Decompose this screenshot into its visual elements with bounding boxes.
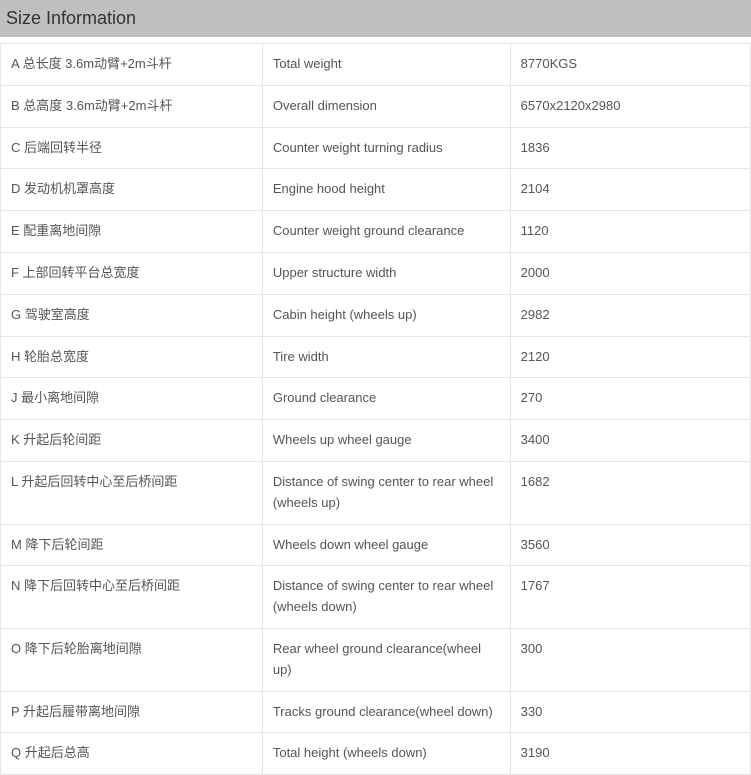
cell-value: 1120 [511,211,751,253]
cell-label-cn: A 总长度 3.6m动臂+2m斗杆 [0,43,263,86]
cell-label-cn: F 上部回转平台总宽度 [0,253,263,295]
table-body: A 总长度 3.6m动臂+2m斗杆Total weight8770KGSB 总高… [0,43,751,775]
cell-value: 2000 [511,253,751,295]
cell-label-cn: K 升起后轮间距 [0,420,263,462]
cell-value: 8770KGS [511,43,751,86]
cell-label-en: Wheels up wheel gauge [263,420,511,462]
cell-label-en: Distance of swing center to rear wheel (… [263,566,511,629]
cell-label-en: Distance of swing center to rear wheel (… [263,462,511,525]
cell-label-en: Ground clearance [263,378,511,420]
cell-value: 2104 [511,169,751,211]
cell-label-cn: P 升起后履带离地间隙 [0,692,263,734]
cell-label-cn: Q 升起后总高 [0,733,263,775]
cell-label-en: Total height (wheels down) [263,733,511,775]
table-row: Q 升起后总高Total height (wheels down)3190 [0,733,751,775]
cell-value: 3560 [511,525,751,567]
cell-label-en: Counter weight ground clearance [263,211,511,253]
cell-label-cn: N 降下后回转中心至后桥间距 [0,566,263,629]
cell-label-en: Upper structure width [263,253,511,295]
cell-value: 1767 [511,566,751,629]
cell-label-en: Tire width [263,337,511,379]
cell-value: 1836 [511,128,751,170]
table-row: H 轮胎总宽度Tire width2120 [0,337,751,379]
cell-value: 2982 [511,295,751,337]
cell-value: 270 [511,378,751,420]
cell-value: 1682 [511,462,751,525]
table-row: P 升起后履带离地间隙Tracks ground clearance(wheel… [0,692,751,734]
cell-value: 2120 [511,337,751,379]
table-row: K 升起后轮间距Wheels up wheel gauge3400 [0,420,751,462]
cell-label-en: Counter weight turning radius [263,128,511,170]
table-row: L 升起后回转中心至后桥间距Distance of swing center t… [0,462,751,525]
table-row: J 最小离地间隙Ground clearance270 [0,378,751,420]
cell-label-cn: D 发动机机罩高度 [0,169,263,211]
cell-value: 3400 [511,420,751,462]
section-title: Size Information [6,8,136,28]
cell-value: 6570x2120x2980 [511,86,751,128]
cell-label-cn: E 配重离地间隙 [0,211,263,253]
cell-label-en: Total weight [263,43,511,86]
table-row: M 降下后轮间距Wheels down wheel gauge3560 [0,525,751,567]
table-row: D 发动机机罩高度Engine hood height2104 [0,169,751,211]
table-row: A 总长度 3.6m动臂+2m斗杆Total weight8770KGS [0,43,751,86]
cell-label-en: Overall dimension [263,86,511,128]
cell-label-cn: H 轮胎总宽度 [0,337,263,379]
cell-label-cn: C 后端回转半径 [0,128,263,170]
cell-label-en: Engine hood height [263,169,511,211]
table-row: G 驾驶室高度Cabin height (wheels up)2982 [0,295,751,337]
table-row: F 上部回转平台总宽度Upper structure width2000 [0,253,751,295]
cell-label-en: Rear wheel ground clearance(wheel up) [263,629,511,692]
section-header: Size Information [0,0,751,37]
table-row: O 降下后轮胎离地间隙Rear wheel ground clearance(w… [0,629,751,692]
table-row: C 后端回转半径Counter weight turning radius183… [0,128,751,170]
table-row: E 配重离地间隙Counter weight ground clearance1… [0,211,751,253]
cell-label-cn: M 降下后轮间距 [0,525,263,567]
cell-label-en: Tracks ground clearance(wheel down) [263,692,511,734]
cell-label-cn: B 总高度 3.6m动臂+2m斗杆 [0,86,263,128]
cell-label-cn: L 升起后回转中心至后桥间距 [0,462,263,525]
table-row: N 降下后回转中心至后桥间距Distance of swing center t… [0,566,751,629]
cell-value: 3190 [511,733,751,775]
table-row: B 总高度 3.6m动臂+2m斗杆Overall dimension6570x2… [0,86,751,128]
cell-label-en: Wheels down wheel gauge [263,525,511,567]
size-info-table: A 总长度 3.6m动臂+2m斗杆Total weight8770KGSB 总高… [0,43,751,775]
cell-value: 300 [511,629,751,692]
cell-value: 330 [511,692,751,734]
cell-label-cn: G 驾驶室高度 [0,295,263,337]
cell-label-cn: O 降下后轮胎离地间隙 [0,629,263,692]
cell-label-cn: J 最小离地间隙 [0,378,263,420]
cell-label-en: Cabin height (wheels up) [263,295,511,337]
